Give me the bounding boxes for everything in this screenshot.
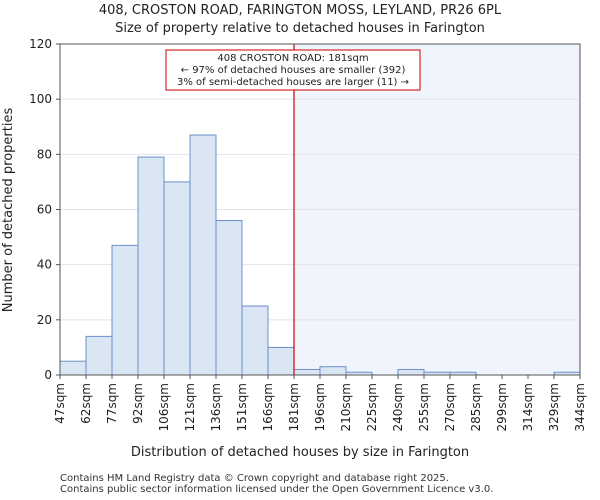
x-tick-label: 314sqm — [521, 383, 535, 431]
y-tick-label: 0 — [44, 368, 52, 382]
x-tick-label: 270sqm — [443, 383, 457, 431]
y-tick-label: 80 — [37, 147, 52, 161]
histogram-bar — [189, 134, 217, 376]
x-tick-label: 329sqm — [547, 383, 561, 431]
histogram-bar — [267, 346, 295, 376]
x-tick-label: 136sqm — [209, 383, 223, 431]
histogram-bar — [59, 360, 87, 376]
histogram-bar — [85, 335, 113, 376]
x-tick-label: 181sqm — [287, 383, 301, 431]
x-tick-label: 151sqm — [235, 383, 249, 431]
x-tick-label: 62sqm — [79, 383, 93, 424]
histogram-bar — [319, 366, 347, 376]
footer-copyright: Contains HM Land Registry data © Crown c… — [60, 473, 449, 484]
y-tick-label: 40 — [37, 258, 52, 272]
x-tick-label: 285sqm — [469, 383, 483, 431]
histogram-bar — [111, 244, 139, 376]
chart-subtitle: Size of property relative to detached ho… — [115, 21, 485, 36]
y-tick-label: 60 — [37, 203, 52, 217]
x-tick-label: 121sqm — [183, 383, 197, 431]
y-tick-label: 100 — [29, 92, 52, 106]
x-tick-label: 240sqm — [391, 383, 405, 431]
annotation-line-3: 3% of semi-detached houses are larger (1… — [177, 77, 409, 88]
x-axis-title: Distribution of detached houses by size … — [131, 445, 469, 460]
x-tick-label: 47sqm — [53, 383, 67, 424]
annotation-box: 408 CROSTON ROAD: 181sqm ← 97% of detach… — [165, 49, 421, 91]
histogram-bar — [241, 305, 269, 376]
x-tick-label: 196sqm — [313, 383, 327, 431]
histogram-bar — [137, 156, 165, 376]
y-axis-title: Number of detached properties — [1, 108, 16, 313]
annotation-line-2: ← 97% of detached houses are smaller (39… — [181, 65, 406, 76]
x-tick-label: 344sqm — [573, 383, 587, 431]
x-tick-label: 92sqm — [131, 383, 145, 424]
x-tick-label: 210sqm — [339, 383, 353, 431]
x-tick-label: 166sqm — [261, 383, 275, 431]
histogram-bar — [397, 368, 425, 376]
histogram-bar — [215, 220, 243, 376]
x-tick-label: 255sqm — [417, 383, 431, 431]
x-tick-label: 225sqm — [365, 383, 379, 431]
histogram-bar — [293, 368, 321, 376]
histogram-bar — [163, 181, 191, 376]
annotation-line-1: 408 CROSTON ROAD: 181sqm — [217, 53, 368, 64]
x-tick-label: 106sqm — [157, 383, 171, 431]
y-tick-label: 120 — [29, 37, 52, 51]
x-tick-label: 77sqm — [105, 383, 119, 424]
chart-title: 408, CROSTON ROAD, FARINGTON MOSS, LEYLA… — [99, 3, 502, 18]
footer-licence: Contains public sector information licen… — [60, 484, 494, 495]
x-tick-label: 299sqm — [495, 383, 509, 431]
y-tick-label: 20 — [37, 313, 52, 327]
